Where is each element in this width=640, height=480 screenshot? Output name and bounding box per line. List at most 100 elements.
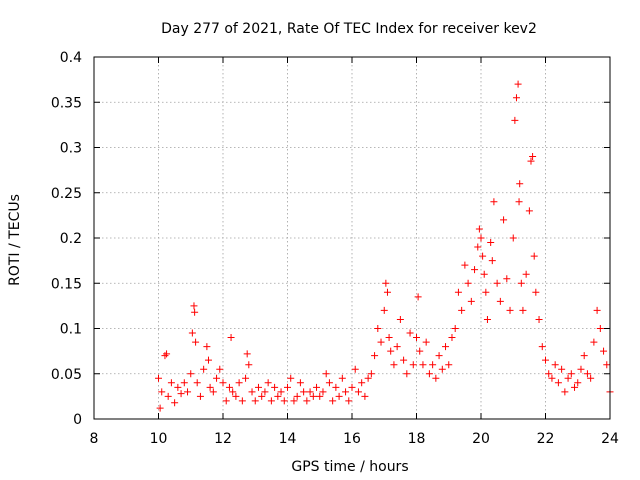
- data-point: [300, 388, 308, 396]
- data-point: [471, 266, 479, 274]
- data-point: [192, 338, 200, 346]
- data-point: [261, 388, 269, 396]
- data-point: [571, 383, 579, 391]
- data-point: [474, 243, 482, 251]
- data-point: [303, 397, 311, 405]
- data-point: [335, 392, 343, 400]
- data-point: [512, 94, 520, 102]
- data-point: [580, 352, 588, 360]
- data-point: [383, 288, 391, 296]
- data-point: [204, 356, 212, 364]
- data-point: [338, 374, 346, 382]
- data-point: [442, 343, 450, 351]
- y-tick-label: 0.25: [51, 186, 82, 202]
- data-point: [496, 297, 504, 305]
- data-point: [532, 288, 540, 296]
- data-point: [156, 404, 164, 412]
- data-point: [390, 361, 398, 369]
- data-point: [535, 315, 543, 323]
- data-point: [209, 388, 217, 396]
- data-point: [558, 365, 566, 373]
- data-point: [213, 374, 221, 382]
- x-tick-label: 14: [279, 431, 297, 447]
- y-tick-label: 0.4: [60, 50, 82, 66]
- y-tick-label: 0.2: [60, 231, 82, 247]
- data-point: [238, 397, 246, 405]
- y-axis-label: ROTI / TECUs: [7, 194, 23, 286]
- data-point: [583, 370, 591, 378]
- data-point: [479, 252, 487, 260]
- data-point: [177, 390, 185, 398]
- data-point: [348, 383, 356, 391]
- x-tick-label: 20: [472, 431, 490, 447]
- data-point: [409, 361, 417, 369]
- data-point: [222, 397, 230, 405]
- chart-title: Day 277 of 2021, Rate Of TEC Index for r…: [161, 21, 537, 37]
- x-axis-label: GPS time / hours: [291, 459, 408, 475]
- data-point: [506, 306, 514, 314]
- data-point: [554, 379, 562, 387]
- y-tick-label: 0: [73, 412, 82, 428]
- grid-lines: [94, 57, 610, 419]
- data-point: [574, 379, 582, 387]
- data-point: [522, 270, 530, 278]
- data-point: [445, 361, 453, 369]
- data-point: [193, 379, 201, 387]
- data-point: [477, 234, 485, 242]
- data-point: [235, 379, 243, 387]
- data-point: [454, 288, 462, 296]
- data-point: [396, 315, 404, 323]
- data-point: [364, 374, 372, 382]
- data-point: [545, 370, 553, 378]
- data-point: [174, 383, 182, 391]
- data-point: [482, 288, 490, 296]
- x-tick-label: 22: [537, 431, 555, 447]
- data-point: [309, 392, 317, 400]
- data-point: [414, 293, 422, 301]
- data-point: [184, 388, 192, 396]
- data-point: [267, 397, 275, 405]
- data-point: [425, 370, 433, 378]
- data-point: [385, 334, 393, 342]
- data-point: [538, 343, 546, 351]
- data-point: [358, 379, 366, 387]
- data-point: [164, 392, 172, 400]
- data-point: [367, 370, 375, 378]
- data-point: [561, 388, 569, 396]
- x-tick-label: 24: [601, 431, 619, 447]
- data-point: [325, 379, 333, 387]
- data-point: [274, 392, 282, 400]
- data-point: [429, 361, 437, 369]
- data-point: [232, 392, 240, 400]
- data-point: [500, 216, 508, 224]
- data-point: [264, 379, 272, 387]
- data-point: [313, 383, 321, 391]
- data-point: [577, 365, 585, 373]
- data-point: [306, 388, 314, 396]
- data-point: [225, 383, 233, 391]
- data-point: [171, 399, 179, 407]
- data-point: [271, 383, 279, 391]
- data-point: [296, 379, 304, 387]
- y-tick-label: 0.3: [60, 141, 82, 157]
- data-point: [354, 388, 362, 396]
- data-point: [593, 306, 601, 314]
- data-point: [493, 279, 501, 287]
- data-point: [242, 374, 250, 382]
- data-point: [229, 388, 237, 396]
- data-point: [488, 257, 496, 265]
- data-point: [487, 239, 495, 247]
- data-point: [451, 325, 459, 332]
- data-point: [511, 116, 519, 124]
- data-point: [590, 338, 598, 346]
- data-point: [374, 325, 382, 332]
- data-point: [461, 261, 469, 269]
- data-point: [219, 379, 227, 387]
- data-point: [587, 374, 595, 382]
- data-point: [603, 361, 611, 369]
- data-point: [438, 365, 446, 373]
- x-tick-label: 10: [150, 431, 168, 447]
- data-point: [517, 279, 525, 287]
- data-point: [515, 198, 523, 206]
